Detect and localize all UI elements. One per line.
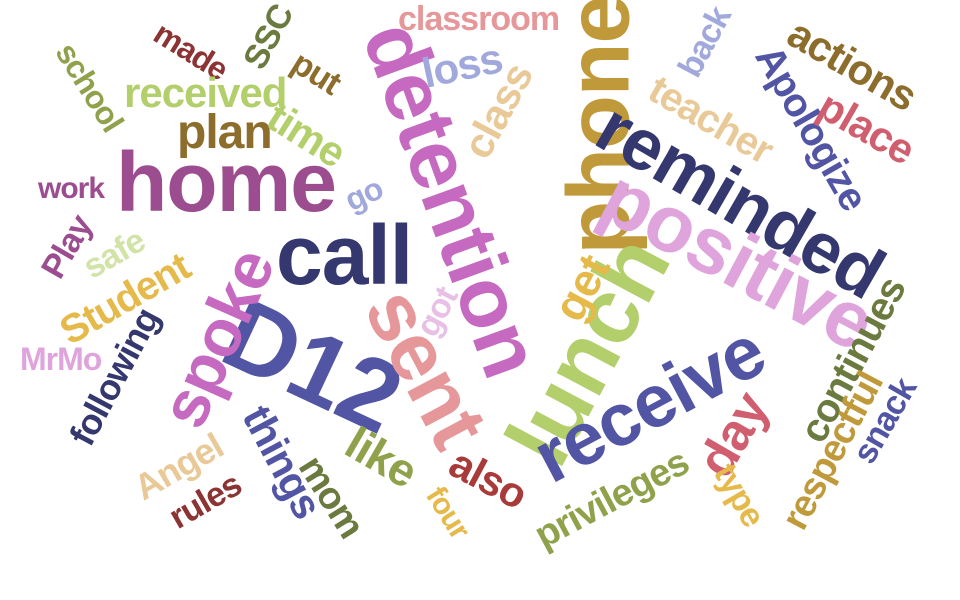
word-classroom: classroom: [398, 0, 560, 38]
word-put: put: [284, 43, 348, 103]
word-back: back: [670, 0, 739, 84]
word-SSC: SSC: [235, 0, 301, 76]
word-received: received: [124, 69, 287, 116]
word-type: type: [706, 456, 772, 534]
word-home: home: [116, 135, 337, 229]
word-MrMo: MrMo: [20, 341, 102, 377]
word-work: work: [38, 172, 105, 205]
word-school: school: [48, 36, 131, 138]
word-plan: plan: [177, 106, 273, 159]
word-call: call: [276, 208, 413, 302]
